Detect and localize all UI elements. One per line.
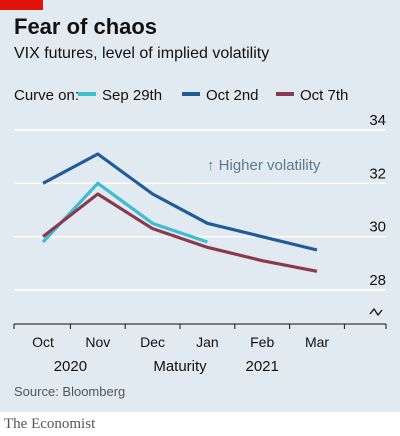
legend-swatch-sep29 (78, 92, 96, 97)
y-tick-label-34: 34 (369, 112, 386, 129)
series-line-sep-29th (41, 181, 208, 244)
y-tick-label-30: 30 (369, 219, 386, 236)
x-tick-label-oct: Oct (32, 334, 54, 350)
series-line-oct-2nd (42, 152, 318, 252)
brand-accent-bar (0, 0, 43, 10)
x-tick-label-feb: Feb (250, 334, 274, 350)
series-line-oct-7th (42, 192, 318, 273)
chart-subtitle: VIX futures, level of implied volatility (14, 45, 270, 62)
publisher-footer: The Economist (4, 416, 96, 432)
y-tick-label-32: 32 (369, 165, 386, 182)
line-chart: 28 30 32 34 Oct Nov Dec Jan Feb Mar 2020 2021 Maturi… (13, 112, 387, 375)
legend-item-oct2: Oct 2nd (182, 87, 259, 104)
legend-item-sep29: Sep 29th (78, 87, 162, 104)
legend-label-sep29: Sep 29th (102, 87, 163, 104)
x-tick-label-jan: Jan (196, 334, 219, 350)
year-label-2021: 2021 (246, 358, 279, 375)
x-tick-label-mar: Mar (305, 334, 329, 350)
x-tick-label-nov: Nov (85, 334, 110, 350)
chart-title: Fear of chaos (14, 14, 158, 39)
legend-swatch-oct7 (276, 92, 294, 97)
legend-title: Curve on: (14, 87, 80, 104)
source-note: Source: Bloomberg (14, 384, 126, 399)
x-axis-label: Maturity (153, 358, 207, 375)
legend-label-oct7: Oct 7th (300, 87, 349, 104)
year-label-2020: 2020 (54, 358, 87, 375)
legend-label-oct2: Oct 2nd (206, 87, 259, 104)
axis-break-mark (369, 307, 383, 317)
chart-card: Fear of chaos VIX futures, level of impl… (0, 0, 400, 412)
y-tick-label-28: 28 (369, 272, 386, 289)
x-tick-label-dec: Dec (140, 334, 165, 350)
legend-swatch-oct2 (182, 92, 200, 97)
annotation-higher-volatility: ↑ Higher volatility (207, 157, 321, 174)
legend-item-oct7: Oct 7th (276, 87, 348, 104)
